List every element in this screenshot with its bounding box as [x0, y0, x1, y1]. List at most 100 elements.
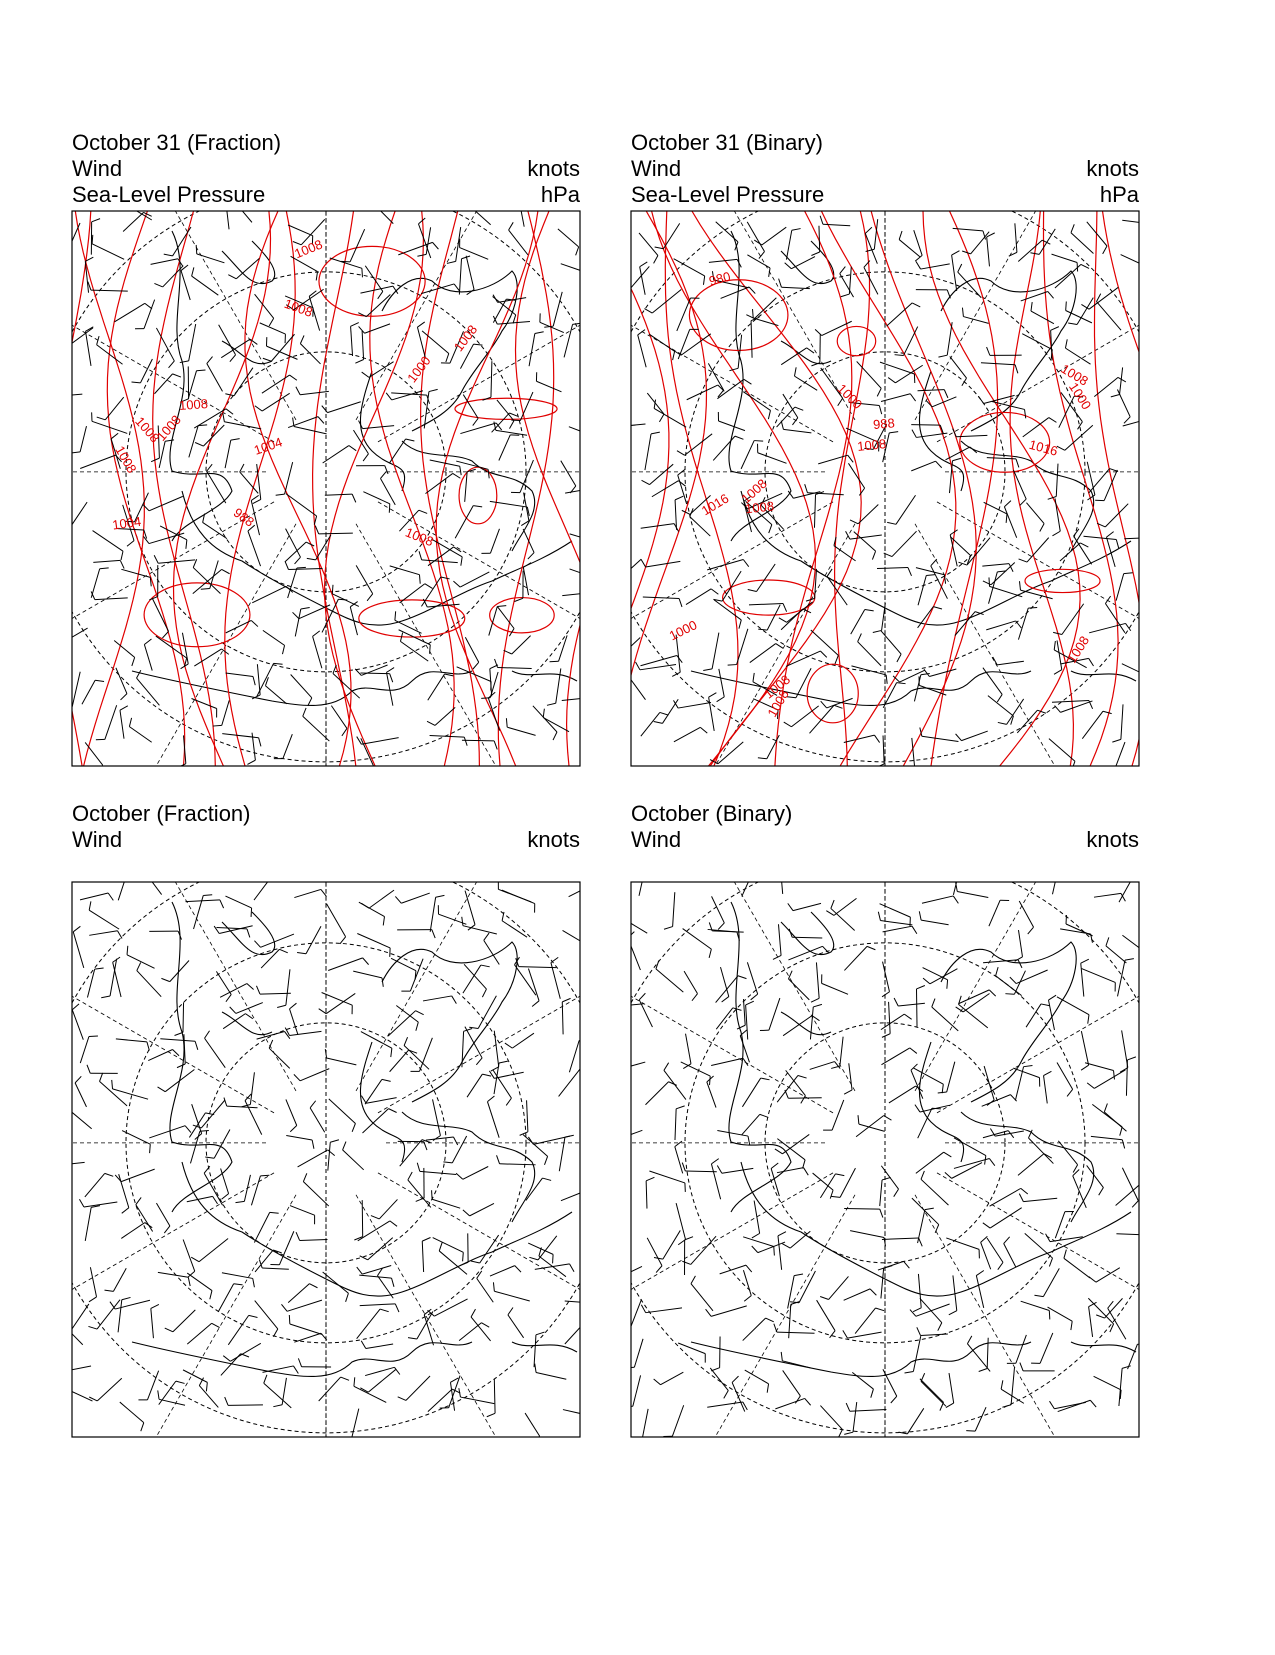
wind-barb	[1077, 298, 1093, 325]
wind-barb	[85, 1173, 105, 1196]
coastline	[729, 902, 791, 1212]
wind-barb	[1060, 543, 1080, 561]
wind-barb	[354, 1386, 386, 1402]
wind-barb	[84, 1202, 117, 1207]
wind-barb-flag	[871, 1389, 874, 1398]
wind-barb-flag	[60, 342, 68, 347]
wind-barb-flag	[596, 592, 600, 600]
wind-barb	[1057, 997, 1089, 1015]
wind-barb	[561, 461, 576, 486]
wind-barb	[93, 560, 120, 562]
wind-barb-flag	[846, 1403, 850, 1411]
wind-barb-flag	[251, 908, 252, 917]
wind-barb	[1021, 1301, 1050, 1310]
wind-barb	[1052, 701, 1089, 703]
wind-barb	[831, 908, 855, 930]
wind-barb	[392, 391, 423, 400]
wind-barb	[1028, 1138, 1053, 1164]
wind-barb-flag	[590, 1189, 596, 1196]
wind-barb-flag	[758, 629, 767, 630]
wind-barb-flag	[253, 499, 261, 503]
wind-barb-flag	[858, 634, 862, 642]
wind-barb-flag	[850, 520, 858, 524]
wind-barb-flag	[1051, 327, 1059, 331]
wind-barb-flag	[820, 1296, 828, 1299]
field-name: Sea-Level Pressure	[631, 182, 824, 207]
wind-barb-flag	[788, 971, 792, 979]
wind-barb	[1018, 930, 1022, 957]
wind-barb-flag	[285, 561, 288, 569]
wind-barb-flag	[604, 1135, 610, 1142]
wind-barb-flag	[743, 559, 748, 566]
wind-barb-flag	[1016, 621, 1022, 628]
wind-barb	[116, 1039, 147, 1042]
wind-barb-flag	[1005, 994, 1014, 995]
wind-barb-flag	[703, 669, 712, 671]
wind-barb	[300, 391, 329, 394]
wind-barb	[686, 1034, 691, 1064]
wind-barb-flag	[463, 192, 466, 200]
pressure-contour	[615, 211, 707, 766]
wind-barb-flag	[453, 581, 460, 587]
wind-barb-flag	[897, 683, 906, 684]
wind-barb-flag	[993, 657, 997, 665]
wind-barb	[569, 1041, 579, 1073]
wind-barb	[1052, 254, 1078, 262]
wind-barb-flag	[675, 1141, 682, 1146]
wind-barb	[569, 883, 597, 897]
wind-barb	[896, 495, 916, 524]
coastline	[1071, 671, 1136, 681]
wind-barb	[183, 1002, 184, 1032]
wind-barb	[634, 1339, 643, 1367]
wind-barb-flag	[998, 722, 1007, 724]
wind-barb	[156, 636, 187, 658]
wind-barb-flag	[875, 1308, 884, 1311]
wind-barb	[743, 999, 745, 1025]
wind-barb	[788, 979, 809, 1000]
wind-barb-flag	[711, 589, 718, 594]
wind-barb	[811, 630, 839, 655]
wind-barb	[912, 738, 915, 769]
wind-barb-flag	[395, 611, 396, 620]
wind-barb-flag	[453, 473, 461, 478]
wind-barb-flag	[703, 276, 704, 285]
wind-barb	[565, 1318, 589, 1344]
meridian	[915, 710, 1135, 1091]
wind-barb	[452, 1136, 466, 1163]
wind-barb	[1023, 1198, 1057, 1201]
wind-barb	[963, 317, 988, 324]
wind-barb	[877, 568, 908, 569]
wind-barb-flag	[158, 1087, 166, 1092]
wind-barb	[984, 502, 1007, 514]
meridian	[76, 710, 296, 1091]
wind-barb-flag	[333, 665, 336, 673]
wind-barb	[89, 910, 119, 929]
wind-barb	[1049, 739, 1075, 762]
wind-barb-flag	[595, 488, 600, 496]
wind-barb	[300, 1069, 329, 1081]
wind-barb-flag	[962, 308, 963, 317]
wind-barb-flag	[718, 923, 724, 930]
wind-barb-flag	[838, 1429, 842, 1437]
wind-barb-flag	[180, 361, 189, 363]
wind-barb	[148, 1049, 172, 1060]
wind-barb-flag	[474, 344, 483, 345]
wind-barb-flag	[279, 949, 287, 953]
wind-barb-flag	[1048, 291, 1054, 298]
wind-barb-flag	[775, 1149, 783, 1154]
wind-barb-flag	[515, 1266, 521, 1272]
wind-barb	[921, 1381, 946, 1406]
wind-barb	[204, 1173, 222, 1205]
wind-barb-flag	[625, 1367, 634, 1368]
wind-barb	[559, 1068, 581, 1096]
wind-barb	[465, 472, 467, 502]
wind-barb	[187, 1273, 212, 1291]
wind-barb	[519, 967, 557, 968]
wind-barb	[1013, 1068, 1039, 1078]
wind-barb	[450, 1382, 454, 1410]
wind-barb	[777, 407, 795, 427]
wind-barb	[85, 1207, 91, 1241]
wind-barb-flag	[1099, 1188, 1104, 1196]
wind-barb-flag	[956, 734, 962, 741]
wind-barb-flag	[827, 569, 832, 576]
